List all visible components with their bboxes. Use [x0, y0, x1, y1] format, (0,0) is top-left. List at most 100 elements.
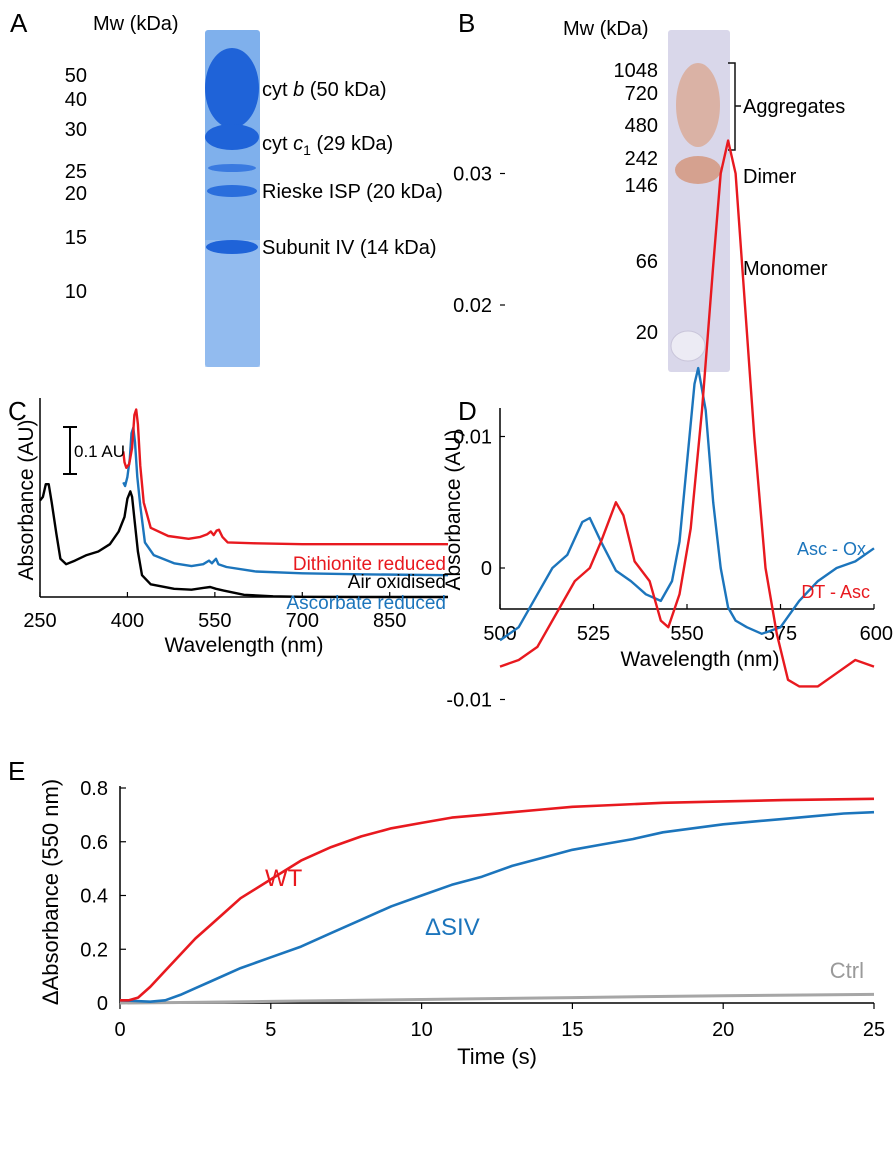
panel-e-label-dsiv: ΔSIV — [425, 914, 480, 941]
band-dimer — [675, 156, 721, 184]
panel-d-label-dt-asc: DT - Asc — [801, 582, 870, 602]
mw-marker: 66 — [636, 251, 658, 273]
panel-e-x-tick-label: 25 — [863, 1019, 885, 1041]
panel-c-label-air: Air oxidised — [348, 572, 446, 593]
panel-a-gel — [205, 30, 260, 367]
panel-e-x-tick-label: 10 — [410, 1019, 432, 1041]
panel-d-x-tick-label: 525 — [577, 623, 610, 645]
band-25 — [208, 164, 256, 172]
panel-e-label-wt: WT — [265, 865, 303, 892]
panel-c-axes: 250 400 550 700 850 Wavelength (nm) Absorbance… — [15, 398, 448, 657]
panel-e-series-line — [120, 797, 875, 1002]
band-aggregates — [676, 63, 720, 147]
band-bottom-spot — [670, 330, 706, 362]
panel-d-x-tick-label: 500 — [483, 623, 516, 645]
band-rieske-isp — [207, 185, 257, 197]
panel-c-x-tick-label: 250 — [23, 610, 56, 632]
panel-d-y-tick-label: 0 — [481, 558, 492, 580]
panel-e-letter: E — [8, 756, 25, 786]
band-subunit-iv — [206, 240, 258, 254]
panel-c-x-tick-label: 400 — [111, 610, 144, 632]
band-cyt-c1 — [205, 124, 259, 150]
panel-e-x-axis-label: Time (s) — [457, 1044, 537, 1069]
panel-e-plot: WT ΔSIV Ctrl — [119, 797, 875, 1005]
panel-d-x-tick-label: 575 — [764, 623, 797, 645]
mw-marker: 25 — [65, 161, 87, 183]
band-label-cyt-b: cyt b (50 kDa) — [262, 79, 387, 101]
label-dimer: Dimer — [743, 166, 797, 188]
panel-c-x-tick-label: 550 — [198, 610, 231, 632]
panel-d-x-axis-label: Wavelength (nm) — [620, 648, 779, 671]
mw-marker: 50 — [65, 65, 87, 87]
band-label-rieske: Rieske ISP (20 kDa) — [262, 181, 443, 203]
panel-e-series-line — [119, 992, 875, 1005]
panel-c-label-dithionite: Dithionite reduced — [293, 554, 446, 575]
panel-c-series-line — [122, 426, 449, 577]
panel-d-x-tick-label: 600 — [860, 623, 893, 645]
panel-d-y-tick-label: 0.01 — [453, 427, 492, 449]
panel-d-series-line — [499, 139, 875, 688]
panel-a-mw-header: Mw (kDa) — [93, 13, 179, 35]
panel-d-letter: D — [458, 396, 477, 426]
mw-marker: 146 — [625, 175, 658, 197]
panel-e-y-tick-label: 0.2 — [80, 939, 108, 961]
panel-c-y-axis-label: Absorbance (AU) — [15, 419, 38, 580]
panel-d-plot: Asc - Ox DT - Asc — [499, 139, 875, 688]
band-cyt-b — [205, 48, 259, 128]
panel-c-x-tick-label: 850 — [373, 610, 406, 632]
panel-b-markers: 1048 720 480 242 146 66 20 — [614, 60, 659, 344]
panel-d-y-axis-label: Absorbance (AU) — [442, 429, 465, 590]
panel-c-scale-bar: 0.1 AU — [63, 426, 125, 475]
mw-marker: 20 — [636, 322, 658, 344]
panel-d-axes: -0.01 0 0.01 0.02 0.03 500 525 550 575 600 Wavelen… — [442, 164, 893, 712]
panel-e-x-tick-label: 5 — [265, 1019, 276, 1041]
panel-a: A Mw (kDa) 50 40 30 25 20 15 10 cyt b (5… — [10, 8, 443, 367]
scale-bar-label: 0.1 AU — [74, 442, 125, 461]
panel-b-labels: Aggregates Dimer Monomer — [743, 96, 845, 280]
panel-c: C 250 400 550 700 850 Wavelength (nm) Absorban… — [8, 396, 449, 657]
panel-e-series-line — [119, 810, 875, 1004]
panel-e-x-tick-label: 0 — [114, 1019, 125, 1041]
panel-d-y-tick-label: -0.01 — [446, 690, 492, 712]
panel-c-label-ascorbate: Ascorbate reduced — [287, 593, 447, 614]
mw-marker: 480 — [625, 115, 658, 137]
panel-a-letter: A — [10, 8, 28, 38]
panel-b-gel — [668, 30, 730, 372]
mw-marker: 720 — [625, 83, 658, 105]
panel-b: B Mw (kDa) 1048 720 480 242 146 66 20 Ag… — [458, 8, 845, 372]
panel-d-label-asc-ox: Asc - Ox — [797, 539, 866, 559]
panel-a-band-labels: cyt b (50 kDa) cyt c1 (29 kDa) Rieske IS… — [262, 79, 443, 259]
panel-e-y-tick-label: 0.6 — [80, 832, 108, 854]
label-monomer: Monomer — [743, 258, 828, 280]
panel-e-y-axis-label: ΔAbsorbance (550 nm) — [38, 779, 63, 1005]
panel-b-letter: B — [458, 8, 475, 38]
panel-e-y-tick-label: 0.4 — [80, 886, 108, 908]
panel-c-series-line — [122, 408, 448, 546]
label-aggregates: Aggregates — [743, 96, 845, 118]
panel-c-letter: C — [8, 396, 27, 426]
mw-marker: 30 — [65, 119, 87, 141]
panel-c-series-line — [39, 483, 448, 599]
panel-d: D -0.01 0 0.01 0.02 0.03 500 525 550 575 600 Wavel… — [442, 139, 893, 712]
mw-marker: 10 — [65, 281, 87, 303]
mw-marker: 20 — [65, 183, 87, 205]
panel-d-series-line — [499, 366, 875, 642]
band-label-cyt-c1: cyt c1 (29 kDa) — [262, 133, 393, 158]
panel-e: E 0 0.2 0.4 0.6 0.8 0 5 10 15 20 25 Time (s) ΔAbsorb… — [8, 756, 885, 1069]
band-label-subunit-iv: Subunit IV (14 kDa) — [262, 237, 437, 259]
mw-marker: 242 — [625, 148, 658, 170]
mw-marker: 40 — [65, 89, 87, 111]
panel-e-x-tick-label: 20 — [712, 1019, 734, 1041]
panel-e-x-tick-label: 15 — [561, 1019, 583, 1041]
panel-e-y-tick-label: 0 — [97, 993, 108, 1015]
panel-c-x-tick-label: 700 — [286, 610, 319, 632]
panel-d-x-tick-label: 550 — [670, 623, 703, 645]
panel-b-mw-header: Mw (kDa) — [563, 18, 649, 40]
panel-d-y-tick-label: 0.02 — [453, 295, 492, 317]
panel-d-y-tick-label: 0.03 — [453, 164, 492, 186]
panel-a-markers: 50 40 30 25 20 15 10 — [65, 65, 87, 303]
mw-marker: 1048 — [614, 60, 659, 82]
mw-marker: 15 — [65, 227, 87, 249]
